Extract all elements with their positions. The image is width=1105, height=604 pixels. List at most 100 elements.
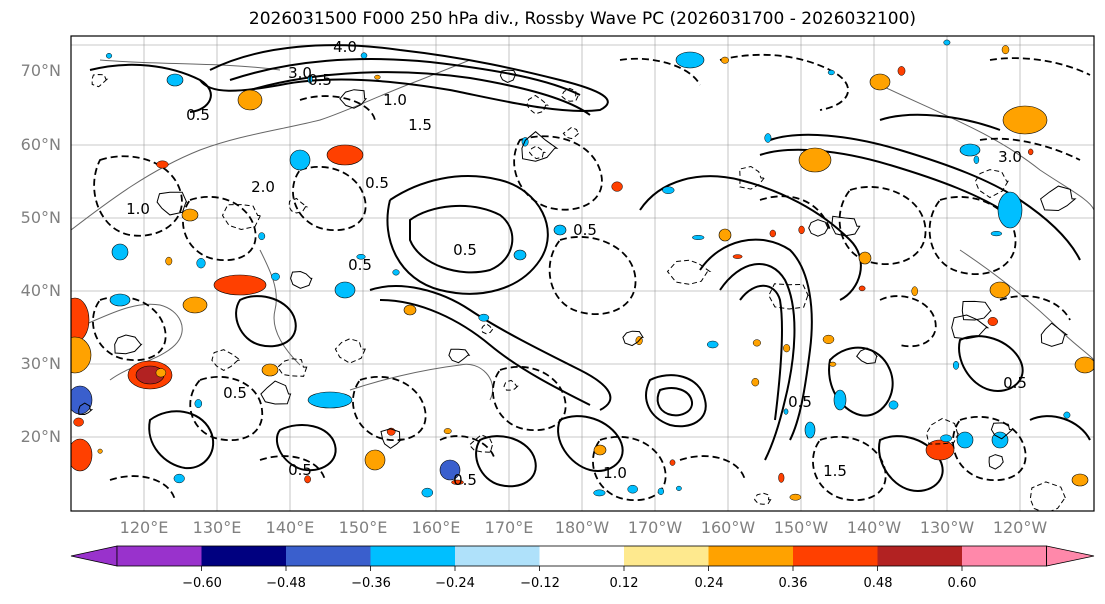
dashed-contour [989,57,1091,76]
divergence-speck [194,399,203,409]
dashed-contour [928,196,1017,276]
divergence-speck [692,235,705,240]
thin-contour [990,422,1014,440]
contour-label: 3.0 [288,64,312,82]
divergence-patch [109,293,131,307]
divergence-speck [165,256,173,266]
thin-contour [1040,322,1069,347]
contour-label: 1.0 [603,464,627,482]
divergence-speck [676,485,682,491]
solid-contour [235,295,297,348]
contour-label: 0.5 [223,384,247,402]
divergence-speck [769,229,776,238]
dashed-contour [182,195,257,262]
dashed-contour [999,295,1071,321]
divergence-patch [1074,356,1094,374]
dashed-contour [492,365,567,432]
divergence-patch [364,449,386,471]
divergence-speck [1063,411,1071,419]
divergence-patch [326,144,364,166]
thin-contour [78,402,94,416]
lon-label-170e: 170°E [484,518,534,537]
solid-contour [379,299,591,406]
coastline [259,249,301,366]
thin-contour [925,417,960,445]
dashed-contour [352,375,427,442]
thin-contour [480,323,494,335]
solid-contour [759,148,1011,216]
lat-label-30n: 30°N [20,354,61,373]
dashed-contour [513,135,603,211]
divergence-patch [166,73,184,87]
lon-label-170w: 170°W [627,518,683,537]
divergence-speck [751,378,760,387]
divergence-patch [989,281,1011,299]
thin-contour [288,197,309,214]
divergence-patch [289,149,311,171]
coastline [349,363,494,401]
coastline [959,249,1094,361]
thin-contour [753,492,772,505]
lon-label-130w: 130°W [919,518,975,537]
divergence-patch [439,459,461,481]
divergence-speck [478,313,490,322]
solid-contour [275,424,337,472]
divergence-patch [307,391,353,409]
divergence-patch [213,274,267,296]
divergence-patch [675,51,705,69]
thin-contour [951,314,990,340]
divergence-speck [897,66,906,76]
thin-contour [503,379,519,391]
colorbar-tick: 0.48 [863,576,893,591]
thin-contour [334,338,366,364]
solid-contour [386,175,549,295]
divergence-speck [258,232,266,241]
divergence-speck [657,487,665,495]
divergence-speck [196,258,206,269]
divergence-speck [156,160,169,169]
thin-contour [468,434,494,453]
map-content: 4.03.01.00.51.50.50.52.03.00.50.50.51.00… [71,36,1094,511]
divergence-speck [304,475,311,484]
colorbar-tick: 0.60 [947,576,977,591]
divergence-patch [959,143,981,157]
divergence-patch [182,296,208,314]
divergence-patch [513,249,527,261]
lat-label-60n: 60°N [20,135,61,154]
dashed-contour [93,155,183,237]
divergence-speck [627,484,638,494]
colorbar-segment [539,546,624,566]
dashed-contour [439,435,496,461]
coastlines [71,59,1094,401]
thin-contour [808,219,829,237]
thin-contour [1040,185,1077,212]
lon-label-130e: 130°E [192,518,242,537]
thin-contour [988,454,1004,470]
divergence-speck [706,340,719,349]
divergence-patch [925,439,955,461]
thin-contour [528,145,547,160]
divergence-patch [181,208,199,222]
divergence-speck [1001,45,1010,55]
contour-label: 0.5 [365,174,389,192]
colorbar-tick: 0.24 [694,576,724,591]
divergence-patch [261,363,279,377]
divergence-speck [669,459,676,466]
lon-label-180w: 180°W [554,518,610,537]
divergence-speck [789,493,802,501]
thin-contour [277,358,308,377]
dashed-contours [92,53,1091,502]
contour-label: 4.0 [333,38,357,56]
divergence-speck [783,408,789,415]
divergence-speck [911,286,918,297]
divergence-patch [869,73,891,91]
divergence-speck [593,489,606,497]
thin-contour [114,334,143,355]
lat-label-20n: 20°N [20,427,61,446]
contour-label: 1.0 [126,200,150,218]
lon-label-150w: 150°W [773,518,829,537]
colorbar-segment [286,546,371,566]
divergence-speck [778,472,785,483]
divergence-speck [987,317,998,326]
